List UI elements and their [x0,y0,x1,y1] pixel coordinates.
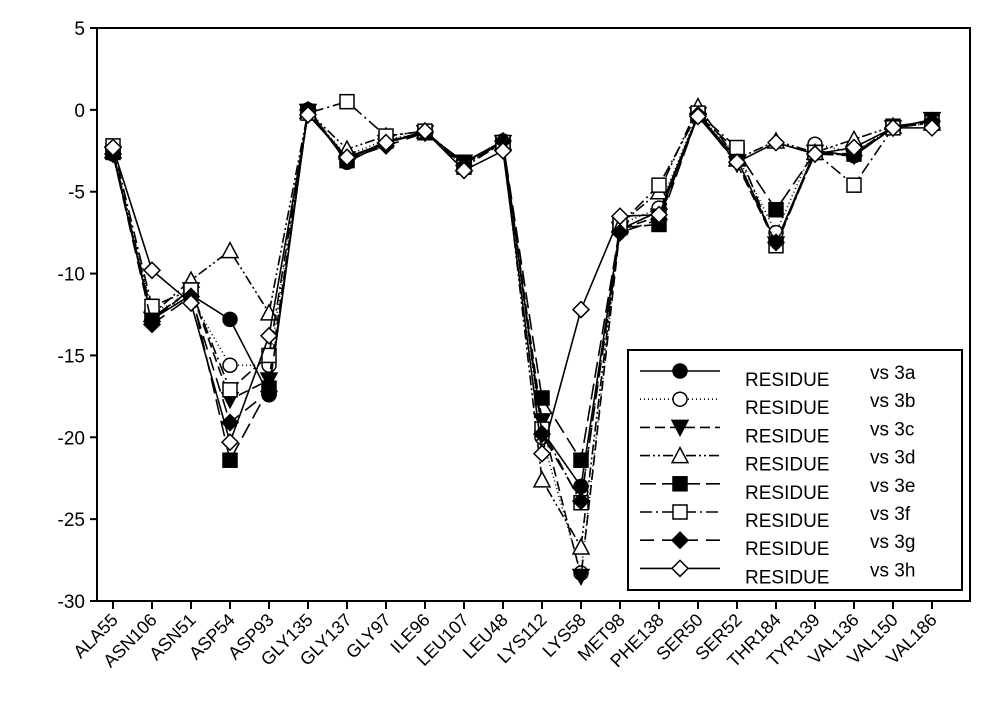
legend: RESIDUE vs 3a RESIDUE vs 3b RESIDUE vs 3c RESI… [627,349,963,591]
diamond-marker [532,444,552,463]
diamond-marker [883,118,903,137]
diamond-marker [298,105,318,124]
square-marker [672,504,688,520]
diamond-marker [805,144,825,164]
x-axis: ALA55ASN106ASN51ASP54ASP93GLY135GLY137GL… [69,601,941,671]
diamond-marker [454,161,474,180]
series-line [112,107,933,504]
diamond-marker [415,122,435,141]
square-marker [846,177,862,193]
triangle-down-marker [670,419,690,437]
square-marker [222,382,238,398]
legend-suffix: vs 3a [870,363,916,384]
diamond-marker [181,293,201,313]
diamond-marker [142,261,162,280]
diamond-marker [259,382,279,401]
circle-marker [222,311,238,328]
legend-suffix: vs 3b [870,391,915,412]
legend-box [627,349,963,591]
series-vs-3h [103,105,942,463]
y-tick-label: -15 [58,346,85,367]
square-marker [222,452,238,468]
diamond-marker [493,141,513,160]
legend-label: RESIDUE [745,398,829,419]
legend-label: RESIDUE [745,426,829,447]
legend-label: RESIDUE [745,483,829,504]
circle-marker [672,363,688,379]
y-tick-label: 5 [74,19,85,40]
legend-suffix: vs 3g [870,532,915,553]
y-tick-label: -10 [58,265,85,286]
diamond-marker [766,233,786,252]
y-tick-label: 0 [74,101,85,122]
diamond-marker [337,148,357,167]
legend-suffix: vs 3h [870,560,915,581]
diamond-marker [766,133,786,152]
diamond-marker [922,118,942,137]
legend-suffix: vs 3c [870,419,914,440]
diamond-marker [670,531,690,550]
series-line [112,113,932,454]
diamond-marker [844,138,864,157]
square-marker [768,201,784,218]
y-axis: 5 0 -5 -10 -15 -20 -25 -30 [58,19,97,613]
series-line [112,109,933,463]
x-tick-label: GLY97 [342,610,395,663]
circle-marker [672,391,688,407]
triangle-up-marker [532,470,552,488]
square-marker [672,476,688,492]
triangle-down-marker [571,568,591,587]
diamond-marker [649,205,669,224]
square-marker [651,177,667,193]
y-tick-label: -25 [58,510,85,531]
square-marker [573,452,589,468]
diamond-marker [259,326,279,345]
legend-label: RESIDUE [745,455,829,476]
diamond-marker [688,107,708,126]
diamond-marker [571,300,591,319]
diamond-marker [220,433,240,452]
diamond-marker [376,133,396,152]
square-marker [339,93,355,110]
legend-label: RESIDUE [745,539,829,560]
legend-label: RESIDUE [745,567,829,588]
diamond-marker [610,207,630,226]
series-line [112,111,933,574]
legend-suffix: vs 3e [870,476,915,497]
legend-label: RESIDUE [745,370,829,391]
diamond-marker [727,153,747,172]
y-tick-label: -30 [58,592,85,613]
legend-suffix: vs 3f [870,504,911,525]
legend-suffix: vs 3d [870,448,915,469]
y-tick-label: -20 [58,428,85,449]
diamond-marker [670,559,690,578]
triangle-up-marker [670,446,690,464]
plot-frame [96,27,971,602]
y-tick-label: -5 [68,183,85,204]
diamond-marker [142,315,162,334]
series-group [103,93,942,587]
square-marker [729,139,745,156]
circle-marker [573,478,589,495]
circle-marker [222,357,238,374]
series-line [112,105,933,550]
diamond-marker [571,492,591,511]
triangle-up-marker [220,241,240,259]
triangle-up-marker [571,537,591,555]
diamond-marker [103,138,123,157]
legend-label: RESIDUE [745,511,829,532]
